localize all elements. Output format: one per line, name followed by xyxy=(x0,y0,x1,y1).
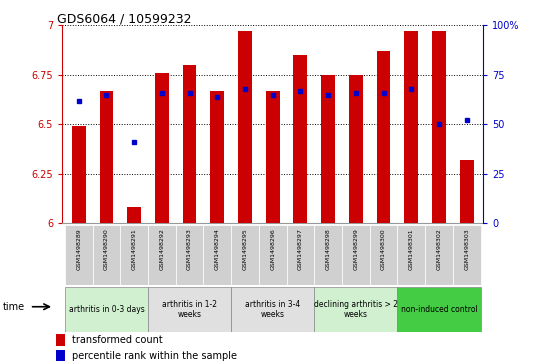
Text: GSM1498293: GSM1498293 xyxy=(187,228,192,270)
Bar xyxy=(148,225,176,285)
Bar xyxy=(460,160,474,223)
Bar xyxy=(425,225,453,285)
Bar xyxy=(183,65,197,223)
Text: GSM1498300: GSM1498300 xyxy=(381,228,386,270)
Bar xyxy=(238,31,252,223)
Bar xyxy=(65,287,148,332)
Text: arthritis in 0-3 days: arthritis in 0-3 days xyxy=(69,305,144,314)
Bar xyxy=(65,225,92,285)
Bar xyxy=(72,126,86,223)
Text: GDS6064 / 10599232: GDS6064 / 10599232 xyxy=(57,13,191,26)
Text: GSM1498297: GSM1498297 xyxy=(298,228,303,270)
Text: GSM1498294: GSM1498294 xyxy=(215,228,220,270)
Text: arthritis in 3-4
weeks: arthritis in 3-4 weeks xyxy=(245,300,300,319)
Bar xyxy=(259,225,287,285)
Bar xyxy=(397,225,425,285)
Bar xyxy=(211,91,224,223)
Bar xyxy=(155,73,169,223)
Bar xyxy=(321,75,335,223)
Text: GSM1498295: GSM1498295 xyxy=(242,228,247,270)
Text: non-induced control: non-induced control xyxy=(401,305,477,314)
Bar xyxy=(266,91,280,223)
Bar xyxy=(231,287,314,332)
Bar xyxy=(397,287,481,332)
Bar xyxy=(404,31,418,223)
Text: arthritis in 1-2
weeks: arthritis in 1-2 weeks xyxy=(162,300,217,319)
Bar xyxy=(293,55,307,223)
Bar xyxy=(204,225,231,285)
Bar xyxy=(231,225,259,285)
Bar xyxy=(314,287,397,332)
Text: GSM1498296: GSM1498296 xyxy=(270,228,275,270)
Text: GSM1498292: GSM1498292 xyxy=(159,228,164,270)
Bar xyxy=(99,91,113,223)
Text: GSM1498290: GSM1498290 xyxy=(104,228,109,270)
Bar xyxy=(376,51,390,223)
Bar xyxy=(349,75,363,223)
Bar xyxy=(287,225,314,285)
Bar xyxy=(92,225,120,285)
Bar xyxy=(432,31,446,223)
Text: GSM1498298: GSM1498298 xyxy=(326,228,330,270)
Text: GSM1498291: GSM1498291 xyxy=(132,228,137,270)
Bar xyxy=(176,225,204,285)
Bar xyxy=(453,225,481,285)
Text: GSM1498302: GSM1498302 xyxy=(436,228,442,270)
Bar xyxy=(56,334,65,346)
Text: transformed count: transformed count xyxy=(71,335,162,345)
Text: GSM1498289: GSM1498289 xyxy=(76,228,81,270)
Bar xyxy=(314,225,342,285)
Text: GSM1498303: GSM1498303 xyxy=(464,228,469,270)
Text: percentile rank within the sample: percentile rank within the sample xyxy=(71,351,237,360)
Bar xyxy=(120,225,148,285)
Bar xyxy=(127,207,141,223)
Bar xyxy=(342,225,370,285)
Text: time: time xyxy=(3,302,25,312)
Bar xyxy=(56,350,65,362)
Bar xyxy=(148,287,231,332)
Bar xyxy=(370,225,397,285)
Text: GSM1498299: GSM1498299 xyxy=(353,228,359,270)
Text: GSM1498301: GSM1498301 xyxy=(409,228,414,270)
Text: declining arthritis > 2
weeks: declining arthritis > 2 weeks xyxy=(314,300,398,319)
